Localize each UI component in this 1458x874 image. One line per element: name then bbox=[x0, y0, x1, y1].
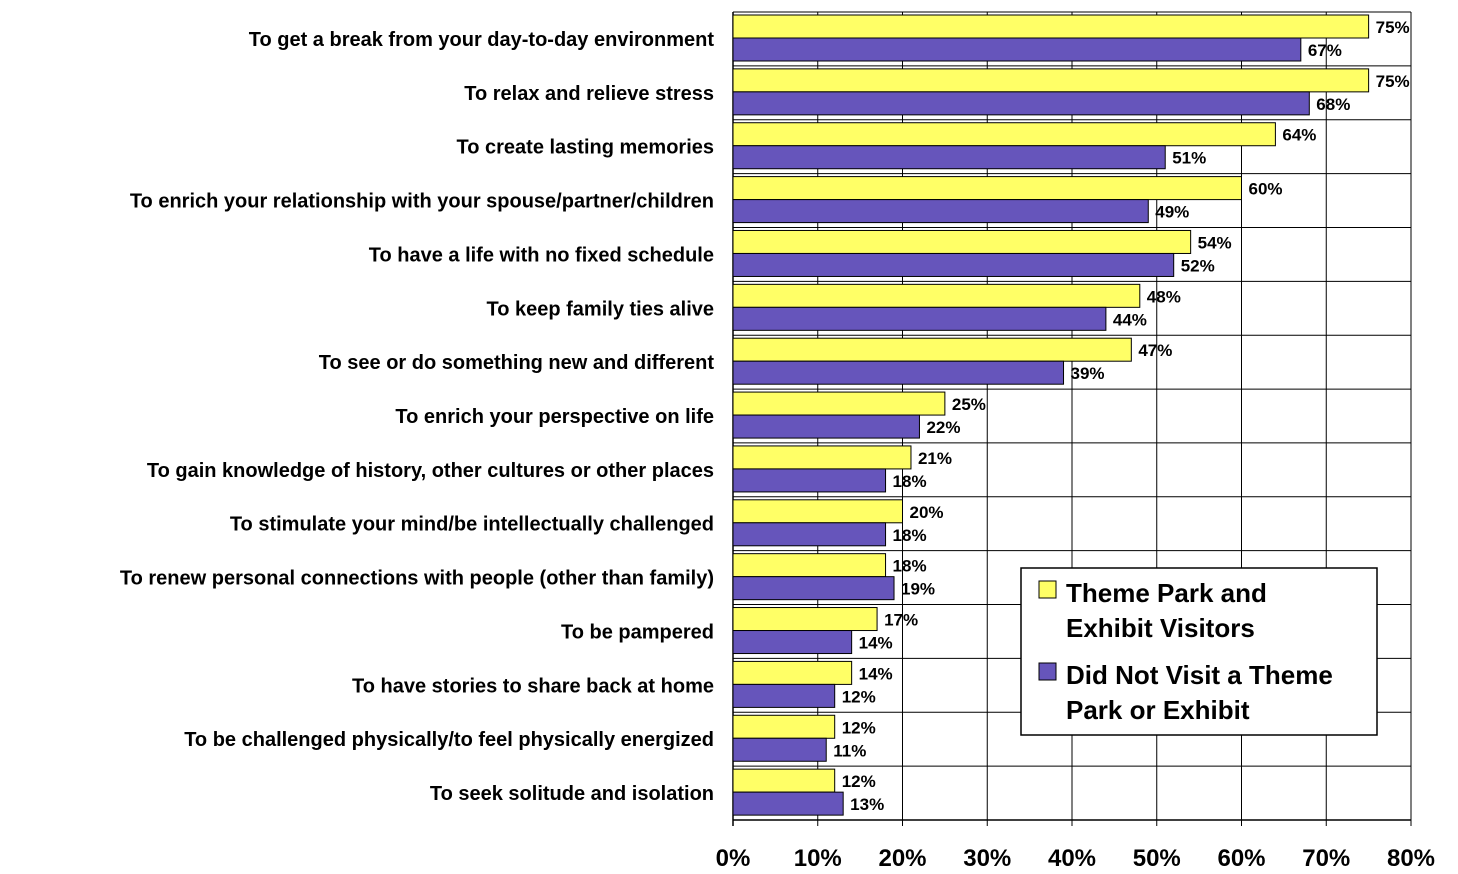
bar-non-visitors bbox=[732, 306, 1107, 331]
category-label: To seek solitude and isolation bbox=[430, 783, 714, 805]
value-label-theme-park-visitors: 21% bbox=[918, 449, 952, 468]
value-label-non-visitors: 13% bbox=[850, 795, 884, 814]
bar-non-visitors bbox=[732, 252, 1175, 277]
bar-theme-park-visitors bbox=[732, 445, 912, 470]
value-label-non-visitors: 22% bbox=[926, 418, 960, 437]
category-label: To keep family ties alive bbox=[486, 298, 714, 320]
value-label-theme-park-visitors: 12% bbox=[842, 718, 876, 737]
x-tick-label: 60% bbox=[1217, 845, 1265, 869]
bar-theme-park-visitors bbox=[732, 14, 1370, 39]
legend-box bbox=[1020, 567, 1378, 736]
x-tick-label: 10% bbox=[794, 845, 842, 869]
value-label-theme-park-visitors: 17% bbox=[884, 611, 918, 630]
category-label: To enrich your relationship with your sp… bbox=[130, 191, 714, 213]
bar-non-visitors bbox=[732, 630, 853, 655]
legend-label-theme-park-visitors: Exhibit Visitors bbox=[1066, 613, 1255, 643]
bar-theme-park-visitors bbox=[732, 122, 1276, 147]
bar-non-visitors bbox=[732, 737, 827, 762]
bar-theme-park-visitors bbox=[732, 553, 887, 578]
x-tick-label: 50% bbox=[1133, 845, 1181, 869]
bar-theme-park-visitors bbox=[732, 229, 1192, 254]
value-label-non-visitors: 14% bbox=[859, 634, 893, 653]
bar-theme-park-visitors bbox=[732, 391, 946, 416]
bar-theme-park-visitors bbox=[732, 768, 836, 793]
value-label-theme-park-visitors: 12% bbox=[842, 772, 876, 791]
value-label-non-visitors: 67% bbox=[1308, 41, 1342, 60]
value-label-theme-park-visitors: 75% bbox=[1376, 72, 1410, 91]
category-label: To relax and relieve stress bbox=[464, 83, 714, 105]
category-label: To renew personal connections with peopl… bbox=[120, 568, 714, 590]
value-label-theme-park-visitors: 75% bbox=[1376, 18, 1410, 37]
value-label-non-visitors: 19% bbox=[901, 580, 935, 599]
x-tick-label: 70% bbox=[1302, 845, 1350, 869]
category-label: To stimulate your mind/be intellectually… bbox=[230, 514, 714, 536]
bar-non-visitors bbox=[732, 576, 895, 601]
value-label-non-visitors: 18% bbox=[893, 526, 927, 545]
bar-non-visitors bbox=[732, 683, 836, 708]
value-label-non-visitors: 51% bbox=[1172, 149, 1206, 168]
bar-non-visitors bbox=[732, 791, 844, 816]
value-label-non-visitors: 11% bbox=[833, 741, 866, 760]
bar-non-visitors bbox=[732, 37, 1302, 62]
category-label: To have stories to share back at home bbox=[352, 675, 714, 697]
bar-theme-park-visitors bbox=[732, 714, 836, 739]
category-label: To be pampered bbox=[561, 621, 714, 643]
value-label-theme-park-visitors: 47% bbox=[1138, 341, 1172, 360]
bar-theme-park-visitors bbox=[732, 660, 853, 685]
value-label-non-visitors: 18% bbox=[893, 472, 927, 491]
bar-non-visitors bbox=[732, 91, 1310, 116]
value-label-theme-park-visitors: 48% bbox=[1147, 287, 1181, 306]
bar-non-visitors bbox=[732, 414, 920, 439]
bar-theme-park-visitors bbox=[732, 283, 1141, 308]
bar-theme-park-visitors bbox=[732, 337, 1132, 362]
value-label-theme-park-visitors: 14% bbox=[859, 664, 893, 683]
value-label-theme-park-visitors: 64% bbox=[1282, 126, 1316, 145]
x-tick-label: 80% bbox=[1387, 845, 1435, 869]
bar-theme-park-visitors bbox=[732, 176, 1242, 201]
category-label: To be challenged physically/to feel phys… bbox=[184, 729, 714, 751]
bar-non-visitors bbox=[732, 522, 887, 547]
bar-non-visitors bbox=[732, 468, 887, 493]
value-label-non-visitors: 39% bbox=[1071, 364, 1105, 383]
bar-theme-park-visitors bbox=[732, 607, 878, 632]
value-label-non-visitors: 68% bbox=[1316, 95, 1350, 114]
x-tick-label: 40% bbox=[1048, 845, 1096, 869]
legend-label-non-visitors: Did Not Visit a Theme bbox=[1066, 660, 1333, 690]
value-label-theme-park-visitors: 60% bbox=[1249, 180, 1283, 199]
category-label: To get a break from your day-to-day envi… bbox=[249, 29, 715, 51]
category-label: To gain knowledge of history, other cult… bbox=[147, 460, 714, 482]
legend-label-theme-park-visitors: Theme Park and bbox=[1066, 578, 1267, 608]
bar-theme-park-visitors bbox=[732, 68, 1370, 93]
category-label: To have a life with no fixed schedule bbox=[369, 244, 714, 266]
category-label: To see or do something new and different bbox=[319, 352, 715, 374]
category-label: To create lasting memories bbox=[457, 137, 715, 159]
value-label-non-visitors: 12% bbox=[842, 687, 876, 706]
value-label-theme-park-visitors: 18% bbox=[893, 557, 927, 576]
x-tick-label: 20% bbox=[878, 845, 926, 869]
legend-swatch-non-visitors bbox=[1038, 662, 1057, 681]
bar-non-visitors bbox=[732, 360, 1065, 385]
value-label-theme-park-visitors: 54% bbox=[1198, 233, 1232, 252]
value-label-non-visitors: 52% bbox=[1181, 256, 1215, 275]
x-tick-label: 0% bbox=[716, 845, 751, 869]
value-label-non-visitors: 49% bbox=[1155, 203, 1189, 222]
legend-label-non-visitors: Park or Exhibit bbox=[1066, 695, 1250, 725]
legend-swatch-theme-park-visitors bbox=[1038, 580, 1057, 599]
value-label-theme-park-visitors: 25% bbox=[952, 395, 986, 414]
bar-theme-park-visitors bbox=[732, 499, 903, 524]
bar-non-visitors bbox=[732, 145, 1166, 170]
bar-non-visitors bbox=[732, 199, 1149, 224]
value-label-non-visitors: 44% bbox=[1113, 310, 1147, 329]
category-label: To enrich your perspective on life bbox=[395, 406, 714, 428]
x-tick-label: 30% bbox=[963, 845, 1011, 869]
value-label-theme-park-visitors: 20% bbox=[910, 503, 944, 522]
